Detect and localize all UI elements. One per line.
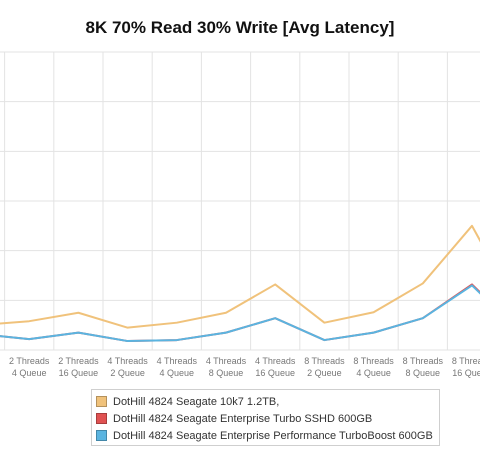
- series-line-3: [0, 284, 480, 343]
- legend-label: DotHill 4824 Seagate 10k7 1.2TB,: [113, 395, 280, 408]
- series-lines: [0, 224, 480, 343]
- chart-title: 8K 70% Read 30% Write [Avg Latency]: [85, 18, 395, 37]
- grid: [0, 51, 480, 351]
- x-tick-label: 4 Threads 2 Queue: [107, 356, 148, 378]
- x-tick-label: 2 Threads 16 Queue: [58, 356, 99, 378]
- legend-label: DotHill 4824 Seagate Enterprise Performa…: [113, 429, 433, 442]
- series-line-1: [0, 224, 480, 329]
- legend-item: DotHill 4824 Seagate Enterprise Turbo SS…: [96, 410, 435, 427]
- x-tick-label: 8 Threads 4 Queue: [353, 356, 394, 378]
- x-tick-label: 2 Threads 4 Queue: [9, 356, 50, 378]
- x-tick-label: 8 Threads 2 Queue: [304, 356, 345, 378]
- x-tick-label: 4 Threads 16 Queue: [255, 356, 296, 378]
- x-tick-label: 8 Threads 8 Queue: [403, 356, 444, 378]
- legend-swatch-3: [96, 430, 107, 441]
- legend-label: DotHill 4824 Seagate Enterprise Turbo SS…: [113, 412, 373, 425]
- legend-item: DotHill 4824 Seagate 10k7 1.2TB,: [96, 393, 435, 410]
- legend-swatch-1: [96, 396, 107, 407]
- legend-item: DotHill 4824 Seagate Enterprise Performa…: [96, 427, 435, 444]
- x-tick-label: 4 Threads 4 Queue: [157, 356, 198, 378]
- legend-swatch-2: [96, 413, 107, 424]
- x-tick-label: 4 Threads 8 Queue: [206, 356, 247, 378]
- legend: DotHill 4824 Seagate 10k7 1.2TB, DotHill…: [91, 389, 440, 446]
